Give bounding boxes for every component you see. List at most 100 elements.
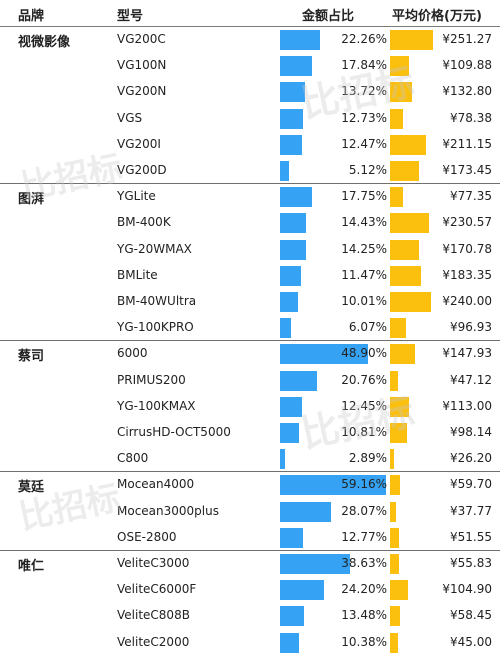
price-bar — [390, 606, 400, 627]
price-bar — [390, 370, 398, 391]
price-value: ¥51.55 — [450, 529, 492, 544]
table-row: OSE-2800 12.77% ¥51.55 — [0, 525, 500, 551]
model-label: PRIMUS200 — [117, 372, 186, 387]
price-value: ¥78.38 — [450, 110, 492, 125]
model-label: YG-20WMAX — [117, 241, 192, 256]
price-bar — [390, 30, 433, 50]
price-bar — [390, 475, 401, 496]
price-value: ¥170.78 — [442, 241, 492, 256]
header-share: 金额占比 — [302, 9, 355, 24]
model-label: C800 — [117, 451, 149, 466]
price-bar — [390, 527, 399, 548]
group-separator — [0, 471, 500, 473]
price-value: ¥45.00 — [450, 634, 492, 649]
table-row: C800 2.89% ¥26.20 — [0, 446, 500, 472]
share-bar — [280, 265, 301, 286]
table-row: YG-100KMAX 12.45% ¥113.00 — [0, 394, 500, 420]
share-value: 22.26% — [341, 32, 387, 46]
table-row: VG200N 13.72% ¥132.80 — [0, 79, 500, 105]
price-value: ¥173.45 — [442, 163, 492, 177]
share-bar — [280, 292, 299, 312]
table-row: PRIMUS200 20.76% ¥47.12 — [0, 368, 500, 394]
table-row: YG-20WMAX 14.25% ¥170.78 — [0, 237, 500, 263]
price-bar — [390, 423, 407, 443]
share-bar — [280, 134, 303, 155]
table-row: BM-40WUltra 10.01% ¥240.00 — [0, 289, 500, 315]
price-bar — [390, 632, 398, 653]
share-bar — [280, 56, 313, 77]
price-value: ¥132.80 — [442, 84, 492, 99]
table-row: BM-400K 14.43% ¥230.57 — [0, 210, 500, 236]
brand-label: 视微影像 — [18, 35, 71, 50]
price-value: ¥37.77 — [450, 503, 492, 518]
share-bar — [280, 161, 290, 181]
header-brand: 品牌 — [18, 9, 45, 24]
price-bar — [390, 187, 404, 208]
model-label: Mocean4000 — [117, 477, 195, 492]
share-bar — [280, 423, 300, 443]
price-bar — [390, 108, 404, 129]
share-bar — [280, 554, 350, 574]
share-value: 11.47% — [341, 267, 387, 282]
table-row: CirrusHD-OCT5000 10.81% ¥98.14 — [0, 420, 500, 446]
share-bar — [280, 30, 321, 50]
price-bar — [390, 56, 409, 77]
share-value: 6.07% — [348, 320, 387, 335]
share-bar — [280, 318, 291, 339]
header-model: 型号 — [117, 9, 144, 24]
table-row: 莫廷 Mocean4000 59.16% ¥59.70 — [0, 472, 500, 498]
price-value: ¥104.90 — [442, 582, 492, 597]
price-bar — [390, 580, 408, 601]
share-bar — [280, 527, 303, 548]
share-value: 12.45% — [341, 398, 387, 413]
price-bar — [390, 239, 419, 260]
price-value: ¥58.45 — [450, 608, 492, 623]
brand-label: 莫廷 — [18, 480, 45, 496]
model-label: VeliteC3000 — [117, 556, 190, 570]
price-bar — [390, 396, 410, 417]
share-bar — [280, 108, 303, 129]
table-row: Mocean3000plus 28.07% ¥37.77 — [0, 499, 500, 525]
price-value: ¥251.27 — [442, 32, 492, 46]
price-value: ¥230.57 — [442, 215, 492, 230]
table-row: VeliteC808B 13.48% ¥58.45 — [0, 603, 500, 629]
share-bar — [280, 449, 286, 470]
share-bar — [280, 396, 303, 417]
share-bar — [280, 606, 305, 627]
price-value: ¥109.88 — [442, 58, 492, 73]
table-row: VG200D 5.12% ¥173.45 — [0, 158, 500, 184]
price-value: ¥59.70 — [450, 477, 492, 492]
model-label: 6000 — [117, 346, 148, 361]
model-label: VG200I — [117, 136, 161, 151]
group-separator — [0, 183, 500, 185]
price-bar — [390, 213, 430, 234]
share-bar — [280, 580, 324, 601]
share-value: 13.48% — [341, 608, 387, 623]
table-row: VG200I 12.47% ¥211.15 — [0, 132, 500, 158]
table-row: 蔡司 6000 48.90% ¥147.93 — [0, 341, 500, 367]
model-label: OSE-2800 — [117, 529, 177, 544]
share-bar — [280, 501, 331, 522]
share-value: 17.75% — [341, 189, 387, 204]
share-value: 14.43% — [341, 215, 387, 230]
model-label: Mocean3000plus — [117, 503, 219, 518]
share-bar — [280, 187, 312, 208]
price-bar — [390, 134, 426, 155]
table-row: VeliteC6000F 24.20% ¥104.90 — [0, 577, 500, 603]
price-bar — [390, 344, 416, 365]
price-bar — [390, 501, 397, 522]
table-row: VeliteC2000 10.38% ¥45.00 — [0, 630, 500, 656]
table-row: 图湃 YGLite 17.75% ¥77.35 — [0, 184, 500, 210]
share-bar — [280, 632, 299, 653]
table-row: YG-100KPRO 6.07% ¥96.93 — [0, 315, 500, 341]
share-value: 10.81% — [341, 425, 387, 439]
share-value: 38.63% — [341, 556, 387, 570]
table-row: 唯仁 VeliteC3000 38.63% ¥55.83 — [0, 551, 500, 577]
header-avg-price: 平均价格(万元) — [392, 9, 482, 24]
share-value: 17.84% — [341, 58, 387, 73]
model-label: YG-100KPRO — [117, 320, 194, 335]
share-value: 12.47% — [341, 136, 387, 151]
model-label: VG100N — [117, 58, 167, 73]
price-bar — [390, 265, 422, 286]
table-row: VGS 12.73% ¥78.38 — [0, 106, 500, 132]
